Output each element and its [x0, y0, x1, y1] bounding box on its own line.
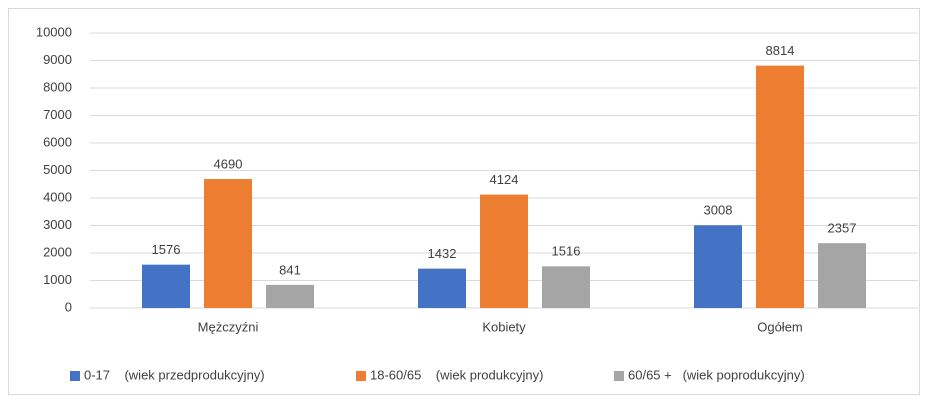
- data-label: 1516: [552, 244, 581, 259]
- y-tick-label: 9000: [43, 52, 72, 67]
- bar: [480, 194, 528, 308]
- y-tick-label: 8000: [43, 79, 72, 94]
- data-label: 3008: [704, 203, 733, 218]
- bar: [818, 243, 866, 308]
- y-tick-label: 4000: [43, 189, 72, 204]
- y-tick-label: 1000: [43, 272, 72, 287]
- bar: [694, 225, 742, 308]
- data-label: 4124: [490, 172, 519, 187]
- y-tick-label: 10000: [36, 24, 72, 39]
- data-label: 2357: [828, 221, 857, 236]
- x-tick-label: Mężczyźni: [198, 319, 259, 334]
- data-label: 1432: [428, 246, 457, 261]
- bar: [142, 264, 190, 308]
- x-tick-label: Kobiety: [482, 319, 526, 334]
- y-tick-label: 0: [65, 299, 72, 314]
- data-label: 8814: [766, 43, 795, 58]
- y-tick-label: 3000: [43, 217, 72, 232]
- bar: [204, 179, 252, 308]
- legend-label: 0-17 (wiek przedprodukcyjny): [84, 367, 265, 382]
- y-tick-label: 2000: [43, 244, 72, 259]
- bar: [418, 268, 466, 308]
- legend-swatch: [70, 371, 80, 381]
- x-tick-label: Ogółem: [757, 319, 803, 334]
- legend-swatch: [356, 371, 366, 381]
- legend-swatch: [614, 371, 624, 381]
- y-tick-label: 5000: [43, 162, 72, 177]
- legend-label: 18-60/65 (wiek produkcyjny): [370, 367, 543, 382]
- bar: [266, 284, 314, 308]
- data-label: 4690: [214, 156, 243, 171]
- bar: [756, 65, 804, 309]
- bar: [542, 266, 590, 308]
- y-tick-label: 7000: [43, 107, 72, 122]
- y-tick-label: 6000: [43, 134, 72, 149]
- data-label: 1576: [152, 242, 181, 257]
- legend-label: 60/65 + (wiek poprodukcyjny): [628, 367, 805, 382]
- data-label: 841: [279, 262, 301, 277]
